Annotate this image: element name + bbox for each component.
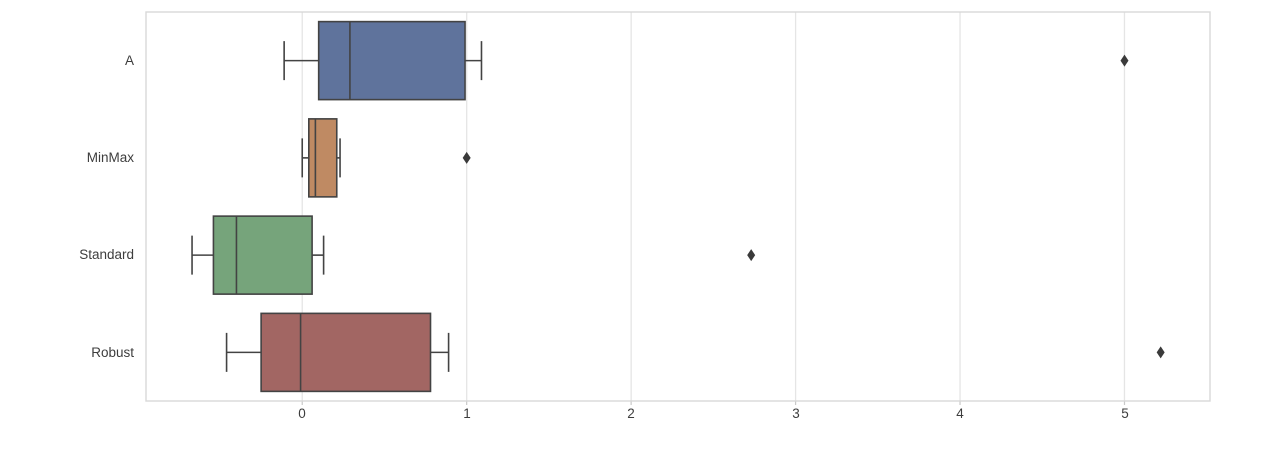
y-tick-label-a: A (124, 53, 134, 68)
x-tick-label-3: 3 (792, 406, 800, 421)
x-tick-label-4: 4 (956, 406, 964, 421)
x-tick-label-5: 5 (1121, 406, 1129, 421)
x-tick-label-2: 2 (627, 406, 635, 421)
x-tick-label-1: 1 (463, 406, 471, 421)
y-tick-label-minmax: MinMax (86, 150, 134, 165)
y-tick-label-standard: Standard (79, 247, 134, 262)
x-tick-label-0: 0 (298, 406, 306, 421)
y-tick-label-robust: Robust (91, 345, 134, 360)
